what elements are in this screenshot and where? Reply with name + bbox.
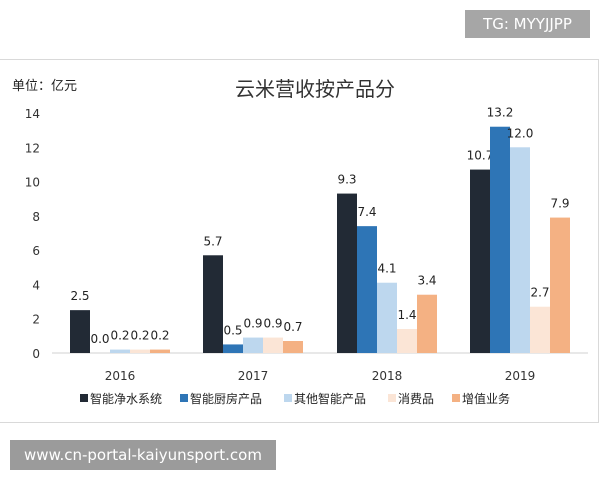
bar (223, 344, 243, 353)
chart-title: 云米营收按产品分 (235, 77, 395, 101)
y-tick-label: 14 (25, 107, 40, 121)
data-label: 12.0 (507, 126, 534, 140)
data-label: 4.1 (377, 262, 396, 276)
bar (243, 337, 263, 353)
data-label: 0.5 (223, 323, 242, 337)
bar (283, 341, 303, 353)
data-label: 0.9 (243, 317, 262, 331)
y-tick-label: 6 (32, 244, 40, 258)
data-label: 0.2 (130, 329, 149, 343)
x-tick-label: 2017 (238, 369, 269, 383)
y-tick-label: 12 (25, 141, 40, 155)
data-label: 10.7 (467, 149, 494, 163)
legend-swatch (452, 394, 460, 402)
bar (397, 329, 417, 353)
bar (357, 226, 377, 353)
y-tick-label: 10 (25, 176, 40, 190)
y-tick-label: 4 (32, 278, 40, 292)
legend-label: 智能厨房产品 (190, 391, 262, 406)
legend-label: 增值业务 (462, 391, 510, 406)
data-label: 0.0 (90, 332, 109, 346)
bar (550, 217, 570, 353)
unit-label: 单位：亿元 (12, 79, 77, 94)
legend-swatch (388, 394, 396, 402)
bar (203, 255, 223, 353)
y-tick-label: 0 (32, 347, 40, 361)
data-label: 0.2 (110, 329, 129, 343)
bar (470, 169, 490, 353)
y-tick-label: 2 (32, 313, 40, 327)
legend-swatch (80, 394, 88, 402)
data-label: 2.5 (70, 289, 89, 303)
x-tick-label: 2018 (372, 369, 403, 383)
bar (70, 310, 90, 353)
data-label: 0.7 (283, 320, 302, 334)
y-tick-label: 8 (32, 210, 40, 224)
legend-swatch (284, 394, 292, 402)
watermark-top: TG: MYYJJPP (465, 10, 590, 38)
watermark-bottom: www.cn-portal-kaiyunsport.com (10, 440, 276, 470)
data-label: 7.4 (357, 205, 376, 219)
bar (530, 306, 550, 353)
x-tick-label: 2016 (105, 369, 136, 383)
legend-label: 其他智能产品 (294, 391, 366, 406)
bar (377, 282, 397, 353)
bar (417, 294, 437, 353)
bar (337, 193, 357, 353)
bar (130, 349, 150, 353)
x-tick-label: 2019 (505, 369, 536, 383)
data-label: 0.9 (263, 317, 282, 331)
data-label: 3.4 (417, 274, 436, 288)
data-label: 13.2 (487, 106, 514, 120)
data-label: 0.2 (150, 329, 169, 343)
data-label: 9.3 (337, 173, 356, 187)
data-label: 1.4 (397, 308, 416, 322)
legend-swatch (180, 394, 188, 402)
bar (490, 126, 510, 353)
bar (110, 349, 130, 353)
data-label: 5.7 (203, 234, 222, 248)
bar (150, 349, 170, 353)
legend-label: 消费品 (398, 392, 434, 406)
data-label: 2.7 (530, 286, 549, 300)
legend-label: 智能净水系统 (90, 391, 162, 406)
bar (510, 147, 530, 353)
data-label: 7.9 (550, 197, 569, 211)
bar (263, 337, 283, 353)
